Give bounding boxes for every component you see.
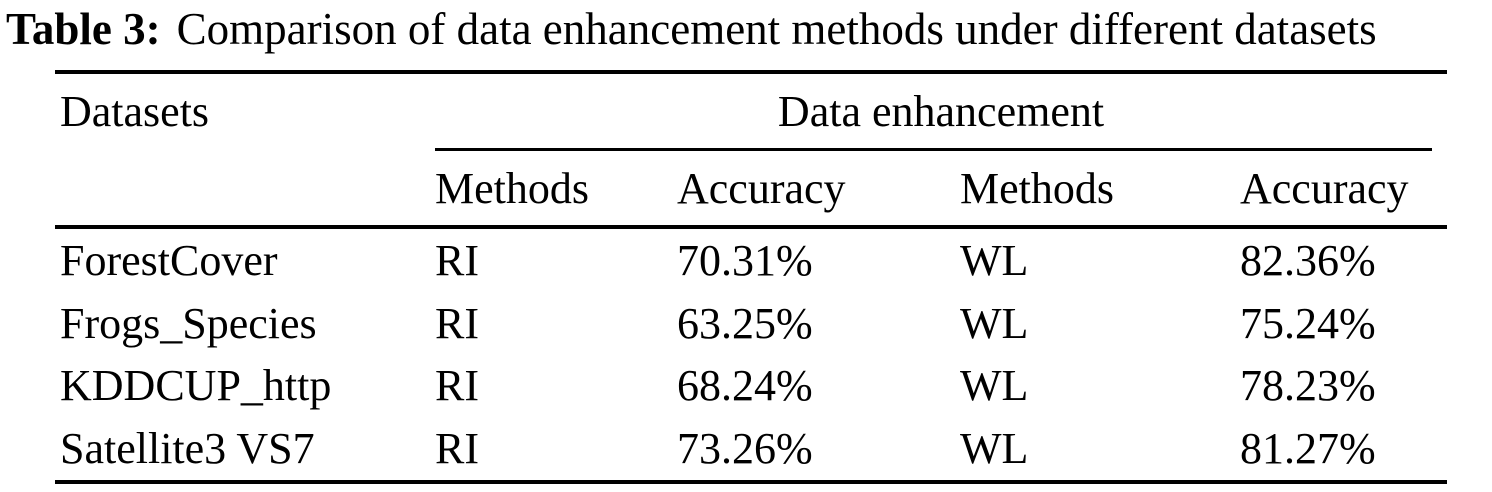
results-table: Datasets Data enhancement Methods Accura… <box>55 70 1447 485</box>
accuracy-cell: 63.25% <box>677 298 813 348</box>
sub-header-row: Methods Accuracy Methods Accuracy <box>55 151 1447 225</box>
method-cell: RI <box>435 298 479 348</box>
dataset-name-cell: Satellite3 VS7 <box>60 424 315 474</box>
top-rule <box>55 70 1447 74</box>
header-datasets: Datasets <box>60 86 210 136</box>
dataset-name-cell: Frogs_Species <box>60 298 317 348</box>
table-row: Frogs_Species RI 63.25% WL 75.24% <box>55 292 1447 355</box>
group-header-rule <box>435 148 1432 151</box>
accuracy-cell: 81.27% <box>1240 424 1376 474</box>
method-cell: WL <box>960 235 1029 285</box>
group-header-row: Datasets Data enhancement <box>55 74 1447 148</box>
accuracy-cell: 73.26% <box>677 424 813 474</box>
method-cell: RI <box>435 361 479 411</box>
method-cell: WL <box>960 424 1029 474</box>
dataset-name-cell: ForestCover <box>60 235 278 285</box>
subheader-accuracy-2: Accuracy <box>1240 163 1409 213</box>
table-row: ForestCover RI 70.31% WL 82.36% <box>55 229 1447 292</box>
method-cell: RI <box>435 424 479 474</box>
bottom-rule <box>55 480 1447 485</box>
accuracy-cell: 75.24% <box>1240 298 1376 348</box>
header-data-enhancement: Data enhancement <box>777 86 1105 136</box>
method-cell: RI <box>435 235 479 285</box>
subheader-methods-1: Methods <box>435 163 589 213</box>
table-row: KDDCUP_http RI 68.24% WL 78.23% <box>55 355 1447 418</box>
subheader-methods-2: Methods <box>960 163 1114 213</box>
subheader-accuracy-1: Accuracy <box>677 163 846 213</box>
accuracy-cell: 70.31% <box>677 235 813 285</box>
method-cell: WL <box>960 298 1029 348</box>
header-rule <box>55 225 1447 229</box>
method-cell: WL <box>960 361 1029 411</box>
table-caption: Table 3: Comparison of data enhancement m… <box>6 0 1377 58</box>
table-caption-label: Table 3: <box>6 4 161 54</box>
table-row: Satellite3 VS7 RI 73.26% WL 81.27% <box>55 417 1447 480</box>
accuracy-cell: 68.24% <box>677 361 813 411</box>
accuracy-cell: 82.36% <box>1240 235 1376 285</box>
table-caption-text: Comparison of data enhancement methods u… <box>176 4 1377 54</box>
dataset-name-cell: KDDCUP_http <box>60 361 332 411</box>
accuracy-cell: 78.23% <box>1240 361 1376 411</box>
